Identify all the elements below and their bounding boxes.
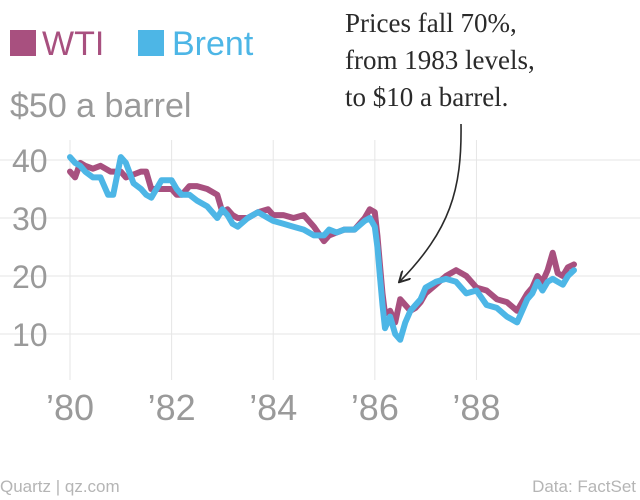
x-tick-label-1982: ’82 bbox=[148, 387, 196, 428]
y-tick-label-20: 20 bbox=[12, 259, 48, 295]
y-tick-label-10: 10 bbox=[12, 317, 48, 353]
x-tick-label-1988: ’88 bbox=[452, 387, 500, 428]
legend-swatch-brent bbox=[138, 30, 164, 56]
y-tick-label-30: 30 bbox=[12, 201, 48, 237]
series-line-wti bbox=[67, 159, 577, 326]
annotation-line-2: from 1983 levels, bbox=[345, 45, 535, 75]
annotation-line-1: Prices fall 70%, bbox=[345, 8, 517, 38]
y-axis-ticks: 40 30 20 10 bbox=[12, 143, 48, 353]
x-tick-label-1986: ’86 bbox=[351, 387, 399, 428]
footer-source-right: Data: FactSet bbox=[532, 477, 636, 496]
chart-title: $50 a barrel bbox=[10, 87, 191, 125]
legend-label-brent: Brent bbox=[172, 25, 254, 63]
annotation-arrow bbox=[400, 123, 462, 282]
series-line-brent bbox=[67, 154, 577, 343]
annotation: Prices fall 70%, from 1983 levels, to $1… bbox=[345, 8, 535, 282]
legend: WTI Brent bbox=[10, 25, 254, 63]
footer-source-left: Quartz | qz.com bbox=[0, 477, 120, 496]
series-layer bbox=[67, 154, 577, 343]
x-axis-ticks: ’80 ’82 ’84 ’86 ’88 bbox=[46, 387, 500, 428]
y-tick-label-40: 40 bbox=[12, 143, 48, 179]
legend-swatch-wti bbox=[10, 30, 36, 56]
x-tick-label-1984: ’84 bbox=[249, 387, 297, 428]
annotation-line-3: to $10 a barrel. bbox=[345, 82, 508, 112]
legend-label-wti: WTI bbox=[42, 25, 104, 63]
x-tick-label-1980: ’80 bbox=[46, 387, 94, 428]
